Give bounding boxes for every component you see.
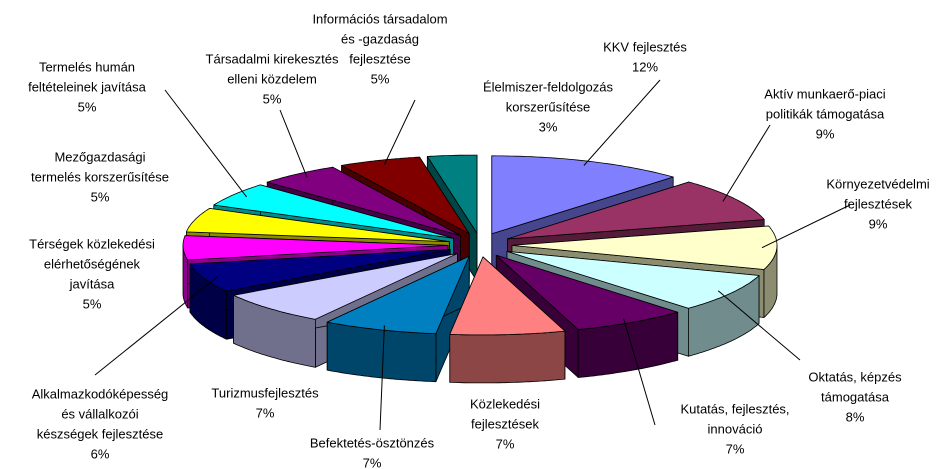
- slice-label: innováció: [708, 421, 763, 436]
- slice-value-label: 7%: [496, 436, 515, 451]
- slice: [266, 166, 461, 236]
- slice-label: Társadalmi kirekesztés: [206, 51, 339, 66]
- leader-line: [279, 109, 308, 178]
- slice-label: korszerűsítése: [506, 99, 591, 114]
- slice: [189, 248, 451, 292]
- slice-value-label: 5%: [263, 91, 282, 106]
- slice-label: elérhetőségének: [44, 256, 141, 271]
- slice-label: Közlekedési: [470, 396, 540, 411]
- slice-value-label: 5%: [78, 99, 97, 114]
- slice-label: elleni közdelem: [227, 71, 317, 86]
- slice-label: támogatása: [821, 389, 890, 404]
- leader-line: [164, 89, 247, 198]
- slice-label: KKV fejlesztés: [603, 39, 687, 54]
- leader-line: [623, 318, 656, 426]
- slice: [326, 255, 470, 335]
- leader-line: [379, 325, 385, 431]
- slice-label: fejlesztések: [471, 416, 539, 431]
- slice: [511, 225, 778, 270]
- leader-line: [717, 290, 801, 361]
- slice-label: Információs társadalom: [312, 11, 447, 26]
- slice-label: és vállalkozói: [61, 406, 138, 421]
- slice-label: feltételeinek javítása: [28, 79, 147, 94]
- slice: [506, 250, 760, 309]
- slice-value-label: 5%: [371, 71, 390, 86]
- slice-value-label: 9%: [869, 216, 888, 231]
- slice: [233, 253, 458, 320]
- slice-value-label: 7%: [726, 441, 745, 456]
- slice-value-label: 5%: [83, 296, 102, 311]
- leader-line: [722, 124, 771, 202]
- slice: [449, 256, 566, 336]
- slice-value-label: 7%: [256, 405, 275, 420]
- slice-label: Aktív munkaerő-piaci: [764, 86, 885, 101]
- slice: [426, 154, 478, 234]
- slice-value-label: 6%: [91, 446, 110, 461]
- slice: [213, 184, 454, 239]
- slice-label: Alkalmazkodóképesség: [32, 386, 169, 401]
- slice: [507, 181, 765, 240]
- slice-value-label: 5%: [91, 189, 110, 204]
- slice-label: Oktatás, képzés: [808, 369, 902, 384]
- slice-label: fejlesztése: [349, 51, 410, 66]
- slice-label: termelés korszerűsítése: [31, 169, 169, 184]
- slice: [341, 156, 470, 235]
- leader-line: [383, 99, 416, 165]
- slice-value-label: 7%: [363, 455, 382, 469]
- slice-label: Termelés humán: [39, 59, 135, 74]
- slice-label: Kutatás, fejlesztés,: [680, 401, 789, 416]
- slice-label: készségek fejlesztése: [37, 426, 163, 441]
- slice-wall: [449, 330, 566, 384]
- slice-label: javítása: [69, 276, 116, 291]
- slice-value-label: 9%: [816, 126, 835, 141]
- slice: [495, 254, 679, 330]
- slice: [182, 235, 449, 261]
- leader-line: [761, 204, 851, 249]
- slice-value-label: 12%: [632, 59, 658, 74]
- slice-label: Környezetvédelmi: [826, 176, 929, 191]
- slice-label: és -gazdaság: [341, 31, 419, 46]
- slice: [185, 207, 450, 243]
- slice-label: Mezőgazdasági: [54, 149, 145, 164]
- slice-label: Befektetés-ösztönzés: [310, 435, 435, 450]
- slice-label: politikák támogatása: [766, 106, 885, 121]
- slice-label: Turizmusfejlesztés: [211, 385, 319, 400]
- slice-label: Élelmiszer-feldolgozás: [483, 79, 614, 94]
- leader-line: [583, 79, 661, 166]
- slice-value-label: 8%: [846, 409, 865, 424]
- slice: [491, 155, 674, 235]
- slice-label: Térségek közlekedési: [29, 236, 155, 251]
- leader-line: [94, 276, 219, 376]
- slice-label: fejlesztések: [844, 196, 912, 211]
- slice-value-label: 3%: [539, 119, 558, 134]
